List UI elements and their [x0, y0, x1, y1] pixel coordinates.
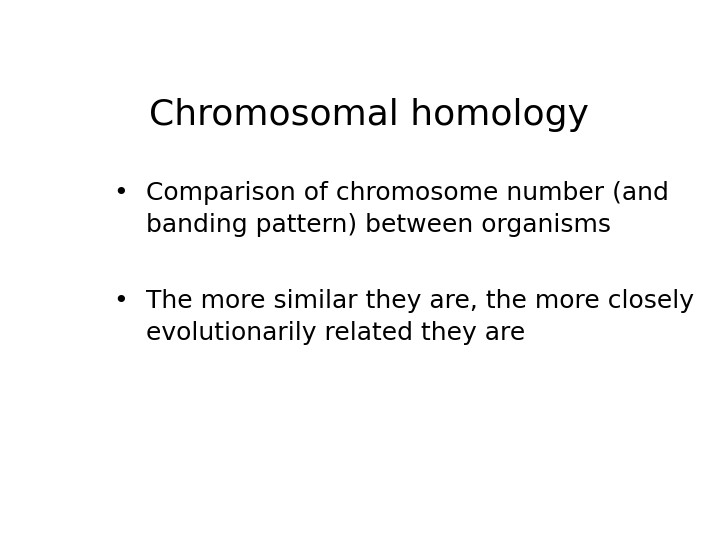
Text: •: •: [113, 289, 128, 313]
Text: Comparison of chromosome number (and
banding pattern) between organisms: Comparison of chromosome number (and ban…: [145, 181, 669, 237]
Text: •: •: [113, 181, 128, 205]
Text: The more similar they are, the more closely
evolutionarily related they are: The more similar they are, the more clos…: [145, 289, 694, 345]
Text: Chromosomal homology: Chromosomal homology: [149, 98, 589, 132]
